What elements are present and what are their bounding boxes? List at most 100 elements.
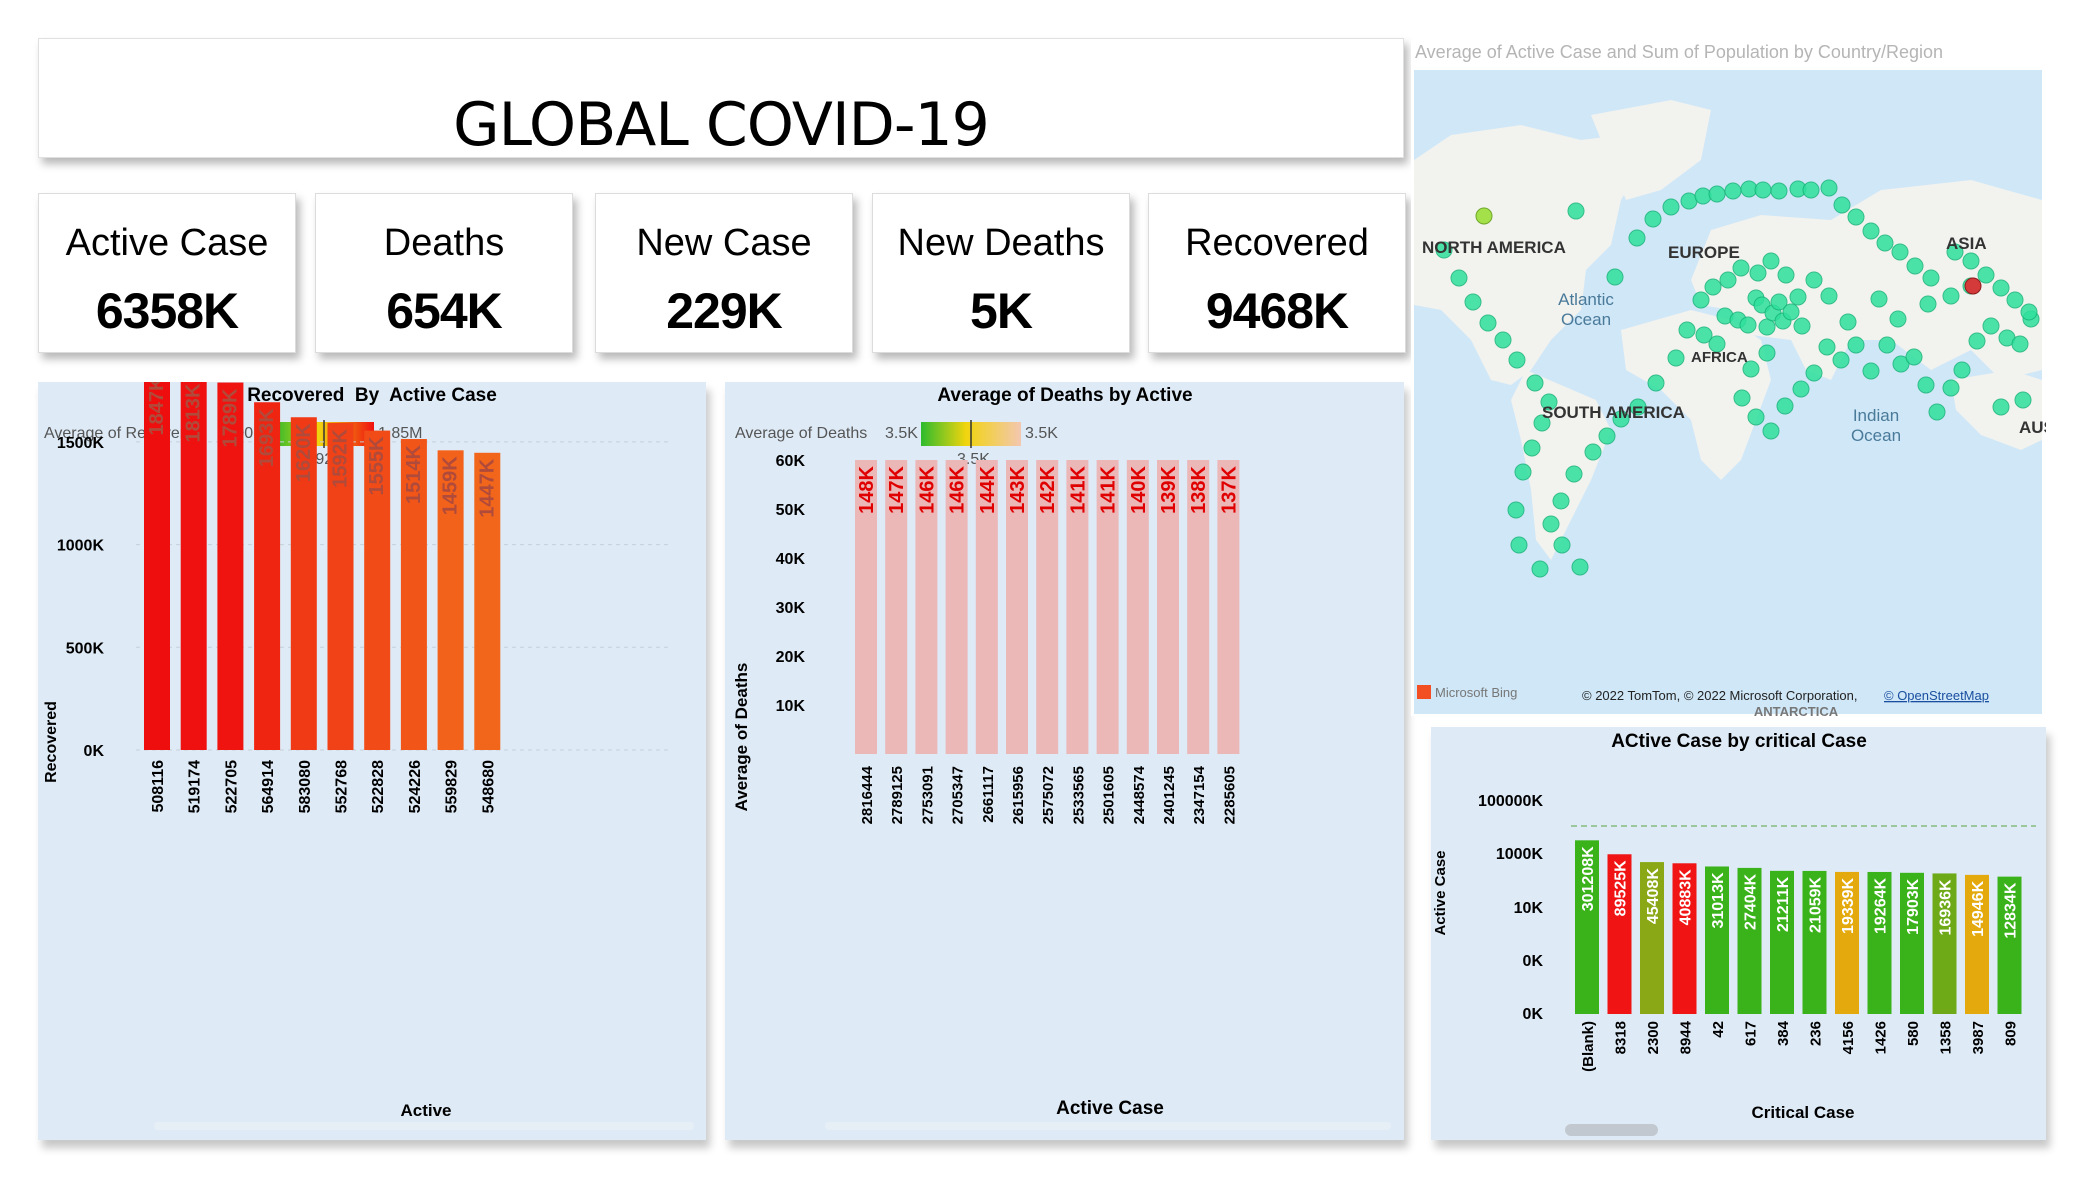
country-bubble[interactable] bbox=[1739, 316, 1757, 334]
country-bubble[interactable] bbox=[1782, 303, 1800, 321]
country-bubble[interactable] bbox=[1479, 314, 1497, 332]
country-bubble[interactable] bbox=[1905, 348, 1923, 366]
country-bubble[interactable] bbox=[1612, 410, 1630, 428]
country-bubble[interactable] bbox=[1770, 293, 1788, 311]
country-bubble[interactable] bbox=[1762, 422, 1780, 440]
bar[interactable] bbox=[1737, 867, 1762, 1014]
bar[interactable] bbox=[1965, 874, 1989, 1014]
country-bubble[interactable] bbox=[1805, 271, 1823, 289]
country-bubble[interactable] bbox=[1678, 321, 1696, 339]
country-bubble[interactable] bbox=[1977, 266, 1995, 284]
country-bubble[interactable] bbox=[1662, 198, 1680, 216]
country-bubble[interactable] bbox=[1533, 414, 1551, 432]
country-bubble[interactable] bbox=[1724, 182, 1742, 200]
country-bubble[interactable] bbox=[1475, 207, 1493, 225]
bar[interactable] bbox=[975, 460, 998, 754]
country-bubble[interactable] bbox=[1776, 397, 1794, 415]
country-bubble[interactable] bbox=[1732, 259, 1750, 277]
country-bubble[interactable] bbox=[1531, 560, 1549, 578]
country-bubble[interactable] bbox=[1942, 287, 1960, 305]
country-bubble[interactable] bbox=[1919, 295, 1937, 313]
country-bubble[interactable] bbox=[1584, 443, 1602, 461]
bar[interactable] bbox=[1607, 854, 1632, 1014]
country-bubble[interactable] bbox=[1805, 364, 1823, 382]
country-bubble[interactable] bbox=[1606, 268, 1624, 286]
country-bubble[interactable] bbox=[1571, 558, 1589, 576]
country-bubble[interactable] bbox=[1507, 501, 1525, 519]
bar[interactable] bbox=[1835, 871, 1859, 1014]
bar[interactable] bbox=[1575, 840, 1599, 1014]
country-bubble-highlight[interactable] bbox=[1964, 277, 1982, 295]
country-bubble[interactable] bbox=[1892, 355, 1910, 373]
bar[interactable] bbox=[1705, 866, 1729, 1014]
horizontal-scrollbar[interactable] bbox=[825, 1122, 1391, 1130]
country-bubble[interactable] bbox=[1708, 335, 1726, 353]
bar[interactable] bbox=[474, 452, 501, 750]
country-bubble[interactable] bbox=[1629, 398, 1647, 416]
country-bubble[interactable] bbox=[1789, 288, 1807, 306]
country-bubble[interactable] bbox=[1758, 344, 1776, 362]
bar[interactable] bbox=[1217, 460, 1240, 754]
country-bubble[interactable] bbox=[1777, 266, 1795, 284]
country-bubble[interactable] bbox=[1494, 331, 1512, 349]
country-bubble[interactable] bbox=[1540, 393, 1558, 411]
country-bubble[interactable] bbox=[1565, 465, 1583, 483]
country-bubble[interactable] bbox=[1793, 317, 1811, 335]
country-bubble[interactable] bbox=[1839, 313, 1857, 331]
bar[interactable] bbox=[1126, 460, 1149, 754]
country-bubble[interactable] bbox=[1747, 408, 1765, 426]
country-bubble[interactable] bbox=[1833, 196, 1851, 214]
country-bubble[interactable] bbox=[1628, 229, 1646, 247]
bar[interactable] bbox=[400, 439, 427, 750]
country-bubble[interactable] bbox=[1647, 374, 1665, 392]
bar[interactable] bbox=[945, 460, 968, 754]
country-bubble[interactable] bbox=[1567, 202, 1585, 220]
country-bubble[interactable] bbox=[1870, 290, 1888, 308]
bar[interactable] bbox=[915, 460, 938, 754]
horizontal-scrollbar[interactable] bbox=[154, 1122, 694, 1130]
country-bubble[interactable] bbox=[1889, 310, 1907, 328]
country-bubble[interactable] bbox=[1692, 291, 1710, 309]
bar[interactable] bbox=[1997, 876, 2022, 1014]
country-bubble[interactable] bbox=[1876, 234, 1894, 252]
country-bubble[interactable] bbox=[1542, 515, 1560, 533]
bar[interactable] bbox=[1672, 863, 1697, 1014]
country-bubble[interactable] bbox=[1992, 398, 2010, 416]
bar[interactable] bbox=[1157, 460, 1179, 754]
bar[interactable] bbox=[290, 417, 317, 750]
country-bubble[interactable] bbox=[1862, 222, 1880, 240]
country-bubble[interactable] bbox=[1992, 279, 2010, 297]
country-bubble[interactable] bbox=[1962, 252, 1980, 270]
country-bubble[interactable] bbox=[1464, 293, 1482, 311]
bar[interactable] bbox=[1036, 460, 1059, 754]
country-bubble[interactable] bbox=[1598, 427, 1616, 445]
country-bubble[interactable] bbox=[1820, 287, 1838, 305]
bar[interactable] bbox=[1802, 870, 1827, 1014]
country-bubble[interactable] bbox=[1847, 336, 1865, 354]
bar[interactable] bbox=[254, 402, 281, 750]
country-bubble[interactable] bbox=[1733, 389, 1751, 407]
bar[interactable] bbox=[855, 460, 877, 754]
country-bubble[interactable] bbox=[1770, 182, 1788, 200]
country-bubble[interactable] bbox=[2011, 335, 2029, 353]
openstreetmap-link[interactable]: © OpenStreetMap bbox=[1884, 688, 1989, 703]
bar[interactable] bbox=[1187, 460, 1210, 754]
country-bubble[interactable] bbox=[1762, 252, 1780, 270]
bar[interactable] bbox=[437, 450, 464, 750]
country-bubble[interactable] bbox=[1953, 361, 1971, 379]
bar[interactable] bbox=[327, 422, 354, 750]
bar[interactable] bbox=[1867, 871, 1892, 1014]
country-bubble[interactable] bbox=[1802, 181, 1820, 199]
country-bubble[interactable] bbox=[1719, 271, 1737, 289]
country-bubble[interactable] bbox=[1928, 403, 1946, 421]
country-bubble[interactable] bbox=[1968, 332, 1986, 350]
bar[interactable] bbox=[1932, 873, 1957, 1014]
country-bubble[interactable] bbox=[1818, 338, 1836, 356]
country-bubble[interactable] bbox=[1820, 179, 1838, 197]
country-bubble[interactable] bbox=[1526, 374, 1544, 392]
country-bubble[interactable] bbox=[2006, 291, 2024, 309]
country-bubble[interactable] bbox=[1922, 269, 1940, 287]
world-map[interactable]: NORTH AMERICA EUROPE ASIA Atlantic Ocean… bbox=[1411, 40, 2046, 716]
country-bubble[interactable] bbox=[1982, 317, 2000, 335]
country-bubble[interactable] bbox=[1891, 243, 1909, 261]
